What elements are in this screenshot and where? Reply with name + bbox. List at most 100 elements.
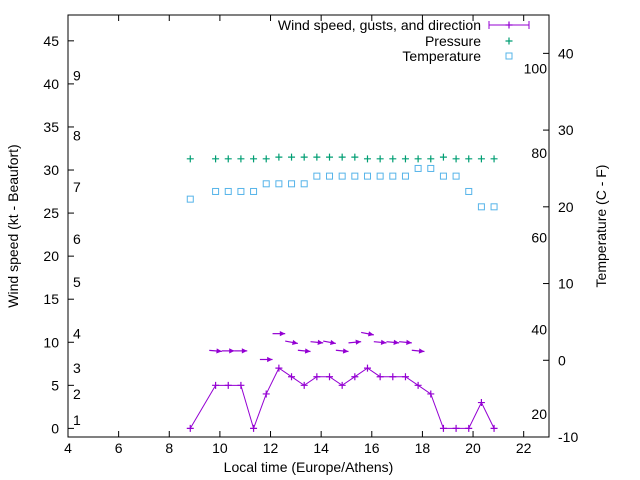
- x-axis-label: Local time (Europe/Athens): [224, 459, 394, 475]
- plot-frame: [67, 14, 550, 438]
- y2-tick-label: -10: [558, 429, 578, 445]
- temperature-point: [477, 203, 485, 211]
- x-tick-label: 6: [115, 440, 123, 456]
- wind-speed-point: [237, 381, 245, 389]
- wind-direction-arrowhead: [317, 339, 324, 345]
- wind-direction-arrowhead: [380, 339, 387, 345]
- x-tick-label: 8: [165, 440, 173, 456]
- wind-direction-arrowhead: [418, 348, 425, 354]
- wind-speed-point: [212, 381, 220, 389]
- legend-marker: [505, 52, 513, 60]
- pressure-point: [186, 155, 194, 163]
- pressure-point: [465, 155, 473, 163]
- wind-direction-arrowhead: [216, 348, 222, 354]
- wind-direction-arrowhead: [355, 339, 362, 345]
- wind-speed-point: [389, 373, 397, 381]
- y2-tick-label: 0: [558, 352, 566, 368]
- wind-speed-point: [262, 390, 270, 398]
- temperature-point: [414, 164, 422, 172]
- legend-label: Pressure: [425, 33, 481, 49]
- wind-speed-point: [401, 373, 409, 381]
- x-tick-label: 12: [263, 440, 279, 456]
- pressure-point: [326, 153, 334, 161]
- wind-direction-arrowhead: [330, 339, 336, 346]
- wind-speed-point: [224, 381, 232, 389]
- wind-speed-point: [300, 381, 308, 389]
- temperature-point: [313, 172, 321, 180]
- y-tick-label: 45: [43, 33, 59, 49]
- pressure-point: [477, 155, 485, 163]
- pressure-point: [212, 155, 220, 163]
- y-tick-label: 5: [51, 377, 59, 393]
- beaufort-label: 2: [73, 386, 81, 402]
- beaufort-label: 3: [73, 360, 81, 376]
- wind-speed-point: [465, 424, 473, 432]
- legend-marker: [505, 37, 513, 45]
- temperature-point: [490, 203, 498, 211]
- beaufort-label: 8: [73, 128, 81, 144]
- y2-tick-label: 30: [558, 122, 574, 138]
- temperature-point: [275, 180, 283, 188]
- wind-direction-arrowhead: [368, 331, 374, 337]
- fahrenheit-label: 100: [524, 61, 548, 77]
- pressure-point: [237, 155, 245, 163]
- x-tick-label: 16: [364, 440, 380, 456]
- beaufort-label: 4: [73, 326, 81, 342]
- wind-speed-point: [477, 399, 485, 407]
- pressure-point: [250, 155, 258, 163]
- fahrenheit-label: 20: [531, 406, 547, 422]
- wind-direction-arrowhead: [304, 348, 311, 354]
- pressure-point: [338, 153, 346, 161]
- wind-speed-line: [189, 367, 495, 430]
- temperature-point: [250, 187, 258, 195]
- temperature-point: [186, 195, 194, 203]
- temperature-point: [224, 187, 232, 195]
- y-tick-label: 0: [51, 420, 59, 436]
- temperature-point: [389, 172, 397, 180]
- wind-direction-arrowhead: [229, 348, 235, 354]
- wind-speed-point: [351, 373, 359, 381]
- legend-label: Wind speed, gusts, and direction: [278, 17, 481, 33]
- temperature-point: [288, 180, 296, 188]
- wind-direction-arrowhead: [393, 339, 400, 345]
- legend-marker: [505, 21, 513, 29]
- beaufort-label: 1: [73, 412, 81, 428]
- temperature-point: [338, 172, 346, 180]
- x-tick-label: 14: [313, 440, 329, 456]
- wind-speed-point: [186, 424, 194, 432]
- y-tick-label: 35: [43, 119, 59, 135]
- temperature-point: [465, 187, 473, 195]
- pressure-point: [439, 153, 447, 161]
- temperature-point: [363, 172, 371, 180]
- wind-speed-point: [490, 424, 498, 432]
- wind-speed-point: [414, 381, 422, 389]
- x-tick-label: 4: [64, 440, 72, 456]
- pressure-point: [313, 153, 321, 161]
- x-tick-label: 10: [212, 440, 228, 456]
- pressure-point: [351, 153, 359, 161]
- wind-speed-point: [250, 424, 258, 432]
- pressure-point: [288, 153, 296, 161]
- beaufort-label: 9: [73, 67, 81, 83]
- wind-speed-point: [275, 364, 283, 372]
- temperature-point: [300, 180, 308, 188]
- wind-direction-arrowhead: [292, 339, 298, 346]
- y-tick-label: 30: [43, 162, 59, 178]
- wind-speed-point: [439, 424, 447, 432]
- y-tick-label: 40: [43, 76, 59, 92]
- wind-speed-point: [313, 373, 321, 381]
- y-axis-label: Wind speed (kt - Beaufort): [5, 144, 21, 307]
- y2-tick-label: 20: [558, 199, 574, 215]
- pressure-point: [389, 155, 397, 163]
- fahrenheit-label: 60: [531, 230, 547, 246]
- beaufort-label: 7: [73, 179, 81, 195]
- temperature-point: [212, 187, 220, 195]
- x-tick-label: 18: [415, 440, 431, 456]
- wind-speed-point: [338, 381, 346, 389]
- wind-direction-arrowhead: [342, 348, 349, 354]
- pressure-point: [275, 153, 283, 161]
- temperature-point: [439, 172, 447, 180]
- temperature-point: [262, 180, 270, 188]
- temperature-point: [401, 172, 409, 180]
